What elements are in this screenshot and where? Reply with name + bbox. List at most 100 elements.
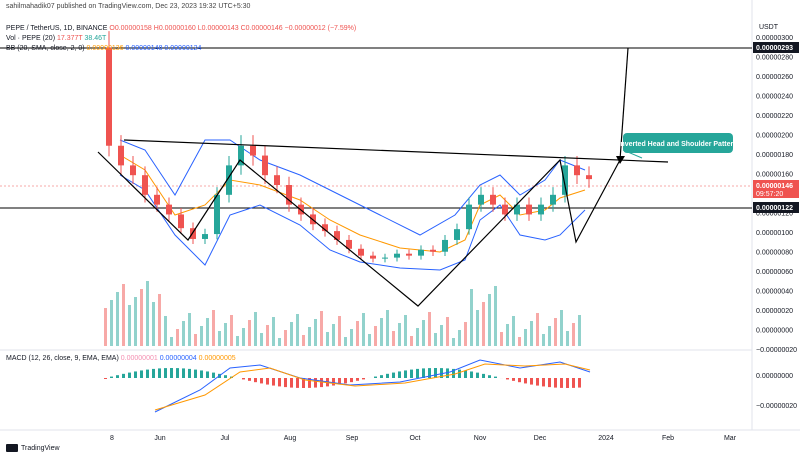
volume-bar: [482, 302, 485, 346]
candle-body: [130, 165, 136, 176]
macd-hist-bar: [110, 376, 113, 378]
bb-lower-line: [119, 174, 586, 271]
volume-bar: [182, 321, 185, 346]
bb-upper-line: [119, 139, 586, 236]
volume-bar: [488, 294, 491, 346]
candle-body: [526, 204, 532, 215]
volume-bar: [410, 336, 413, 346]
candle-body: [454, 229, 460, 240]
macd-hist-bar: [332, 378, 335, 386]
x-tick-label: Dec: [534, 435, 547, 442]
x-tick-label: Jun: [154, 435, 165, 442]
macd-hist-bar: [356, 378, 359, 381]
macd-hist-bar: [248, 378, 251, 381]
x-tick-label: Oct: [410, 435, 421, 442]
volume-bar: [302, 335, 305, 346]
macd-hist-bar: [458, 369, 461, 378]
macd-hist-bar: [140, 370, 143, 378]
volume-bar: [500, 332, 503, 346]
candle-body: [154, 194, 160, 205]
macd-hist-bar: [464, 370, 467, 378]
volume-bar: [350, 329, 353, 346]
candle-body: [142, 175, 148, 195]
macd-hist-bar: [164, 368, 167, 378]
tradingview-mark-icon: [6, 444, 18, 452]
volume-bar: [122, 284, 125, 346]
macd-hist-bar: [260, 378, 263, 384]
macd-hist-bar: [518, 378, 521, 383]
macd-hist-bar: [266, 378, 269, 385]
signal-line: [154, 363, 591, 411]
macd-hist-bar: [560, 378, 563, 388]
candle-body: [190, 228, 196, 239]
macd-hist-bar: [152, 368, 155, 378]
bb-value-3: 0.00000124: [164, 45, 202, 52]
candle-body: [514, 204, 520, 215]
volume-bar: [212, 310, 215, 346]
resistance-price-label: 0.00000293: [756, 45, 793, 52]
volume-bar: [296, 314, 299, 346]
macd-hist-bar: [398, 371, 401, 378]
macd-hist-bar: [566, 378, 569, 388]
candle-body: [214, 194, 220, 235]
macd-hist-bar: [548, 378, 551, 388]
volume-bar: [554, 318, 557, 346]
macd-hist-bar: [428, 368, 431, 378]
volume-bar: [404, 315, 407, 346]
volume-legend: Vol · PEPE (20) 17.377T 38.46T: [6, 35, 106, 42]
candle-body: [586, 175, 592, 180]
macd-hist-bar: [506, 378, 509, 380]
neckline: [123, 139, 669, 163]
macd-hist-bar: [392, 372, 395, 378]
macd-hist-bar: [530, 378, 533, 385]
x-tick-label: Jul: [221, 435, 230, 442]
candle-body: [442, 239, 448, 252]
volume-bar: [446, 317, 449, 346]
change-value: −0.00000012 (−7.59%): [284, 25, 357, 32]
candle-body: [226, 165, 232, 195]
close-value: C0.00000146: [240, 25, 283, 32]
y-tick-label: 0.00000240: [756, 94, 793, 101]
volume-bar: [374, 326, 377, 346]
x-tick-label: Feb: [662, 435, 674, 442]
volume-bar: [548, 326, 551, 346]
volume-bar: [140, 289, 143, 346]
candle-body: [358, 248, 364, 256]
candle-body: [382, 257, 388, 259]
macd-hist-bar: [422, 368, 425, 378]
macd-hist-bar: [512, 378, 515, 381]
volume-bar: [332, 324, 335, 346]
volume-bar: [428, 312, 431, 346]
volume-bar: [266, 325, 269, 346]
volume-bar: [356, 321, 359, 346]
macd-legend: MACD (12, 26, close, 9, EMA, EMA) 0.0000…: [6, 355, 236, 362]
volume-bar: [506, 324, 509, 346]
macd-hist-bar: [374, 376, 377, 378]
bb-value-1: 0.00000136: [86, 45, 124, 52]
volume-bar: [566, 331, 569, 346]
macd-tick-label: 0.00000000: [756, 373, 793, 380]
volume-bar: [440, 325, 443, 346]
macd-hist-bar: [302, 378, 305, 388]
y-tick-label: 0.00000180: [756, 152, 793, 159]
candle-body: [562, 165, 568, 195]
candle-body: [178, 214, 184, 229]
bb-label: BB (20, SMA, close, 2, 0): [6, 45, 85, 52]
volume-bar: [284, 330, 287, 346]
y-tick-label: 0.00000100: [756, 230, 793, 237]
annotation-box: [623, 133, 733, 153]
macd-hist-bar: [434, 368, 437, 378]
macd-hist-bar: [104, 378, 107, 379]
candle-body: [370, 255, 376, 259]
macd-hist-bar: [212, 372, 215, 378]
volume-bar: [230, 315, 233, 346]
projection-arrow-icon: [616, 156, 625, 164]
y-tick-label: 0.00000020: [756, 308, 793, 315]
macd-hist-bar: [182, 368, 185, 378]
open-value: O0.00000158: [109, 25, 152, 32]
volume-bar: [398, 323, 401, 346]
annotation-leader: [622, 149, 643, 159]
candle-body: [322, 224, 328, 232]
volume-bar: [278, 338, 281, 346]
